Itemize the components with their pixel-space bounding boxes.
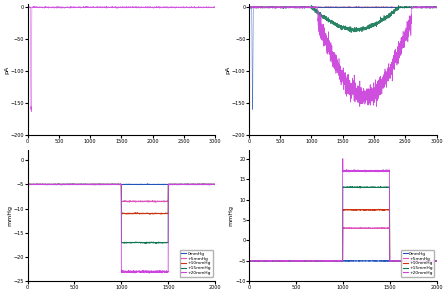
Y-axis label: pA: pA [4, 66, 9, 74]
Y-axis label: mmHg: mmHg [229, 206, 234, 226]
Legend: 0mmHg, +5mmHg, +10mmHg, +15mmHg, +20mmHg: 0mmHg, +5mmHg, +10mmHg, +15mmHg, +20mmHg [180, 250, 213, 277]
Legend: 0mmHg, +5mmHg, +10mmHg, +15mmHg, +20mmHg: 0mmHg, +5mmHg, +10mmHg, +15mmHg, +20mmHg [401, 250, 434, 277]
Y-axis label: pA: pA [226, 66, 231, 74]
Y-axis label: mmHg: mmHg [7, 206, 12, 226]
